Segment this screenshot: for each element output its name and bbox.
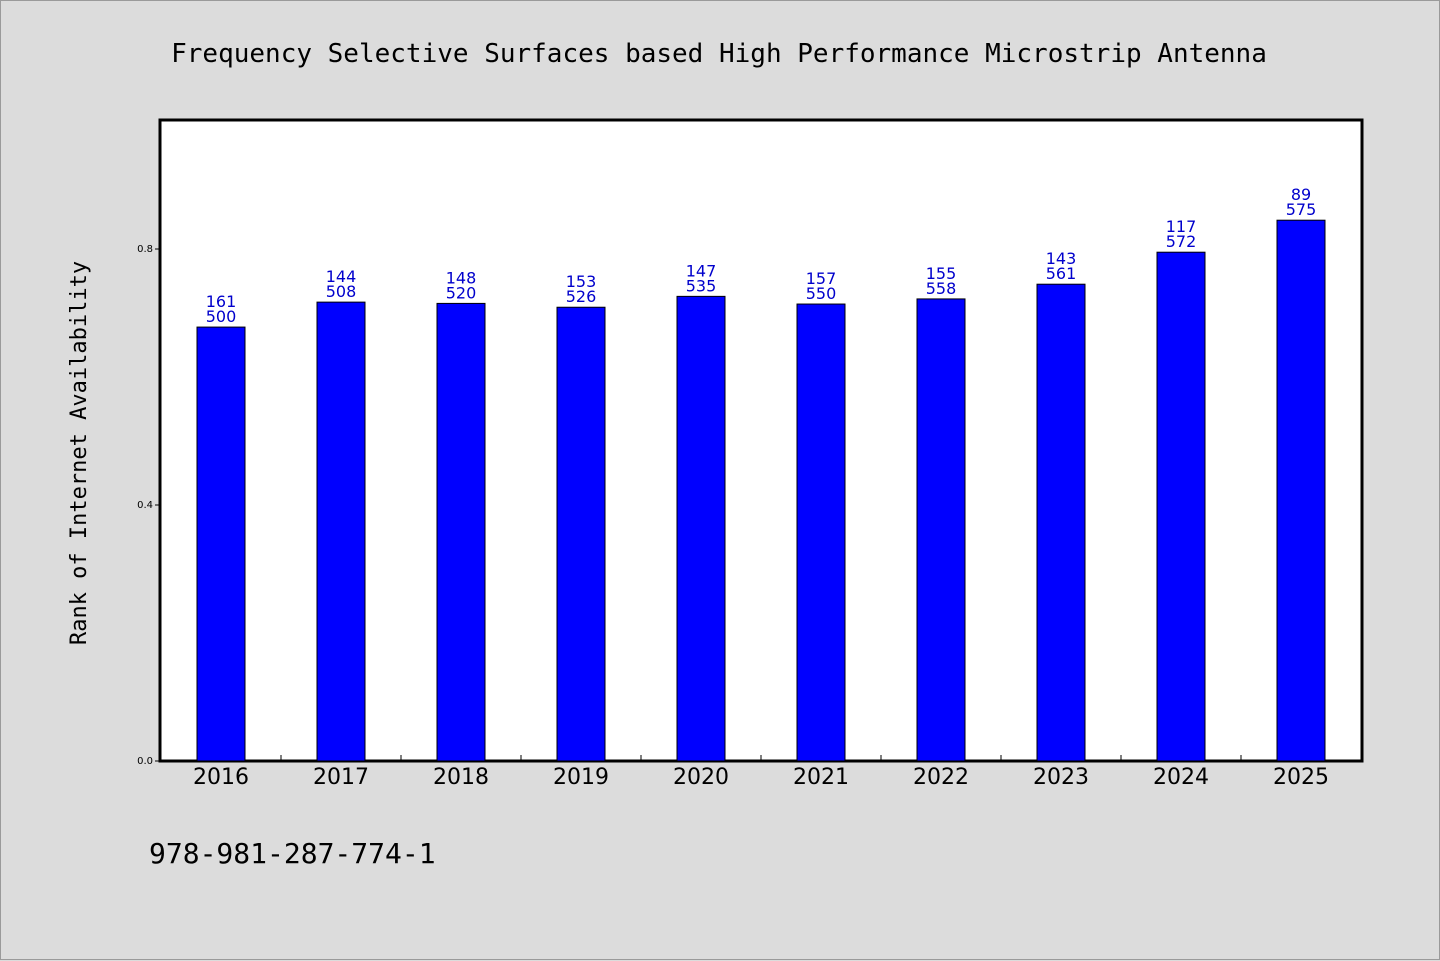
bar-label-bottom: 561 <box>1046 264 1077 283</box>
bar <box>1036 283 1086 762</box>
x-tick-label: 2024 <box>1153 765 1209 790</box>
bar <box>196 326 246 762</box>
bar-label-top: 147 <box>686 261 717 280</box>
bar <box>436 302 486 762</box>
x-tick-label: 2018 <box>433 765 489 790</box>
bar <box>556 306 606 762</box>
bar-label-bottom: 500 <box>206 307 237 326</box>
y-axis: 0.0 0.4 0.8 <box>137 244 161 767</box>
bar-label-bottom: 508 <box>326 282 357 301</box>
bar <box>676 295 726 762</box>
x-tick-label: 2025 <box>1273 765 1329 790</box>
bar-label-bottom: 520 <box>446 283 477 302</box>
isbn-text: 978-981-287-774-1 <box>149 837 436 870</box>
bar <box>916 298 966 762</box>
bar-label-top: 144 <box>326 267 357 286</box>
x-tick-label: 2017 <box>313 765 369 790</box>
bar-label-top: 148 <box>446 268 477 287</box>
bar-label-top: 153 <box>566 272 597 291</box>
y-tick-label: 0.4 <box>137 500 153 511</box>
bar-label-bottom: 572 <box>1166 232 1197 251</box>
x-tick-label: 2022 <box>913 765 969 790</box>
x-tick-label: 2019 <box>553 765 609 790</box>
bar-label-top: 161 <box>206 292 237 311</box>
bar-label-top: 89 <box>1291 185 1311 204</box>
bar <box>796 303 846 762</box>
bar <box>316 301 366 762</box>
bar-label-top: 155 <box>926 264 957 283</box>
bar-label-top: 157 <box>806 269 837 288</box>
x-axis: 2016 2017 2018 2019 2020 2021 2022 2023 2024 2025 <box>193 755 1329 790</box>
y-axis-label: Rank of Internet Availability <box>67 261 92 645</box>
bar-label-bottom: 550 <box>806 284 837 303</box>
bar <box>1276 219 1326 762</box>
x-tick-label: 2016 <box>193 765 249 790</box>
bar-label-bottom: 535 <box>686 276 717 295</box>
bar-label-top: 117 <box>1166 217 1197 236</box>
x-tick-label: 2023 <box>1033 765 1089 790</box>
bar-label-bottom: 526 <box>566 287 597 306</box>
bar-label-bottom: 575 <box>1286 200 1317 219</box>
y-tick-label: 0.8 <box>137 244 153 255</box>
chart-title: Frequency Selective Surfaces based High … <box>171 39 1267 69</box>
bar-label-top: 143 <box>1046 249 1077 268</box>
x-tick-label: 2020 <box>673 765 729 790</box>
bar-label-bottom: 558 <box>926 279 957 298</box>
bar <box>1156 251 1206 762</box>
x-tick-label: 2021 <box>793 765 849 790</box>
y-tick-label: 0.0 <box>137 756 153 767</box>
